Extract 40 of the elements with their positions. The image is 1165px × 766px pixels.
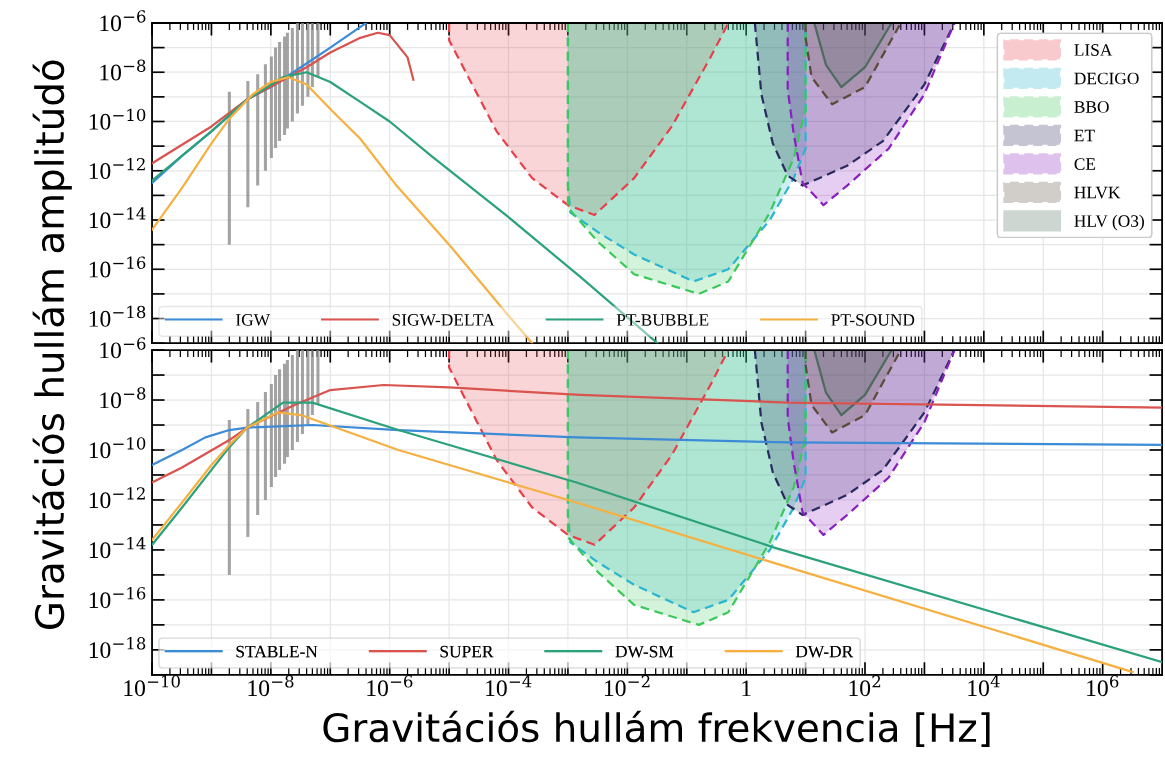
x-tick-label: 10$^{−10}$: [124, 675, 180, 697]
legend-label: HLVK: [1074, 186, 1121, 199]
y-tick-label: 10$^{−6}$: [100, 10, 146, 32]
y-tick-label: 10$^{−12}$: [89, 487, 145, 509]
x-tick-label: 10$^{−2}$: [604, 675, 650, 697]
legend-label: PT-SOUND: [831, 314, 915, 326]
legend-label: BBO: [1074, 101, 1109, 113]
legend-label: DW-DR: [795, 645, 854, 658]
legend-label: DECIGO: [1074, 72, 1139, 85]
x-tick-label: 10$^{−6}$: [367, 675, 413, 697]
y-tick-label: 10$^{−14}$: [89, 537, 146, 559]
x-tick-label: 10$^{6}$: [1087, 675, 1119, 697]
y-tick-label: 10$^{−18}$: [89, 637, 146, 659]
legend-label: LISA: [1074, 44, 1113, 56]
legend-label: SUPER: [440, 645, 494, 658]
legend-label: IGW: [235, 314, 271, 326]
y-tick-label: 10$^{−10}$: [89, 437, 146, 459]
legend-label: CE: [1074, 158, 1096, 170]
x-tick-label: 10$^{2}$: [849, 675, 881, 697]
x-tick-label: 10$^{4}$: [968, 675, 1000, 697]
y-tick-label: 10$^{−16}$: [89, 587, 146, 609]
legend-label: SIGW-DELTA: [392, 314, 495, 326]
legend-label: HLV (O3): [1074, 214, 1144, 231]
legend-label: STABLE-N: [236, 645, 318, 658]
y-tick-label: 10$^{−16}$: [89, 256, 146, 278]
y-tick-label: 10$^{−14}$: [89, 207, 146, 229]
x-tick-label: 10$^{−8}$: [248, 675, 294, 697]
y-tick-label: 10$^{−10}$: [89, 108, 146, 130]
y-tick-label: 10$^{−8}$: [100, 59, 146, 81]
x-axis-title: Gravitációs hullám frekvencia [Hz]: [323, 710, 990, 747]
y-axis-title: Gravitációs hullám amplitúdó: [32, 60, 72, 629]
legend-label: ET: [1074, 129, 1095, 142]
x-tick-label: 10$^{−4}$: [486, 675, 532, 697]
y-tick-label: 10$^{−12}$: [89, 157, 145, 180]
y-tick-label: 10$^{−8}$: [100, 387, 146, 409]
legend-label: DW-SM: [615, 645, 674, 658]
y-tick-label: 10$^{−18}$: [89, 305, 146, 327]
x-tick-label: 1: [742, 680, 751, 697]
legend-label: PT-BUBBLE: [616, 314, 709, 326]
y-tick-label: 10$^{−6}$: [100, 337, 146, 359]
